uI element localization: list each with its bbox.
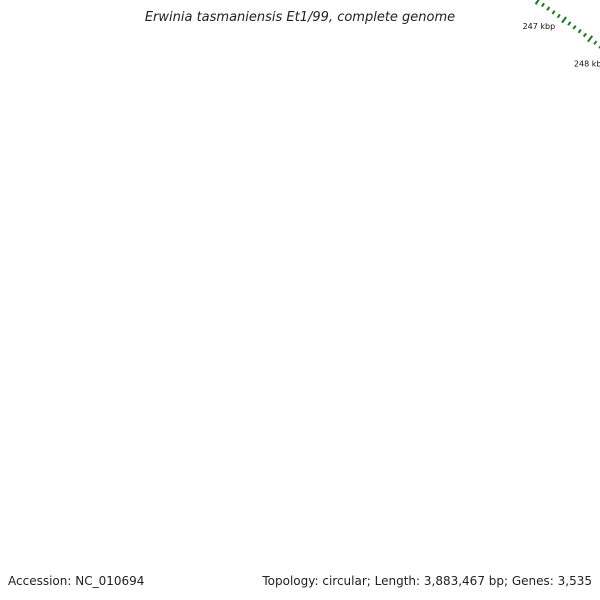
gc-inner-tick: [546, 6, 551, 11]
gc-inner-tick: [540, 2, 545, 8]
gc-inner-tick: [551, 10, 556, 15]
gc-inner-tick: [572, 25, 577, 30]
gc-skew-layer: [534, 0, 600, 49]
backbone-layer: [154, 0, 600, 70]
gc-inner-tick: [567, 21, 572, 26]
backbone-highlight: [155, 0, 600, 68]
gc-inner-tick: [561, 16, 567, 24]
gc-inner-tick: [577, 28, 582, 34]
genome-summary-text: Topology: circular; Length: 3,883,467 bp…: [262, 574, 592, 588]
gc-inner-tick: [534, 0, 540, 5]
gc-inner-tick: [587, 35, 594, 43]
scale-label: 247 kbp: [523, 22, 556, 31]
map-title: Erwinia tasmaniensis Et1/99, complete ge…: [144, 10, 456, 25]
scale-layer: 240 kbp241 kbp242 kbp243 kbp244 kbp245 k…: [523, 22, 600, 69]
accession-text: Accession: NC_010694: [8, 574, 145, 588]
gc-inner-tick: [556, 13, 561, 19]
gc-inner-tick: [582, 32, 587, 38]
scale-label: 248 kbp: [574, 60, 600, 69]
backbone-line: [154, 0, 600, 70]
gc-inner-tick: [593, 40, 598, 45]
